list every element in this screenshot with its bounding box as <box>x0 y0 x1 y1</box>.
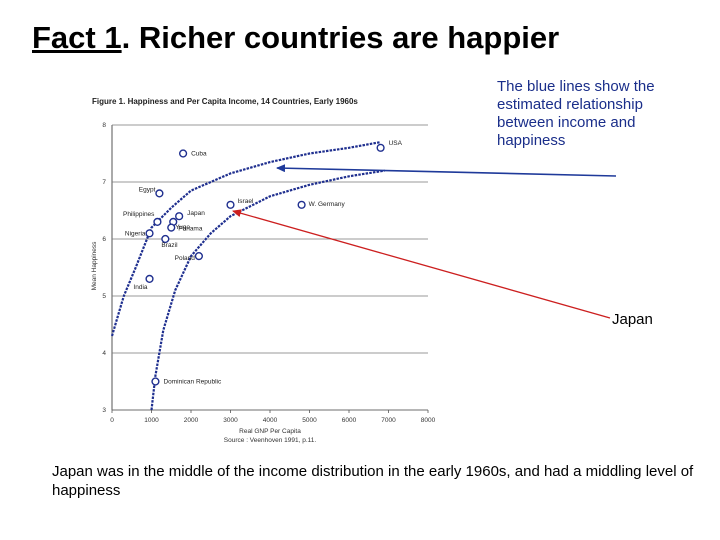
figure-title: Figure 1. Happiness and Per Capita Incom… <box>92 97 358 106</box>
x-tick-label: 7000 <box>381 417 396 424</box>
x-tick-label: 1000 <box>144 417 159 424</box>
data-point <box>167 223 176 232</box>
point-label: Japan <box>187 210 205 217</box>
slide-title: Fact 1. Richer countries are happier <box>32 20 559 56</box>
data-point <box>376 143 385 152</box>
data-point <box>226 200 235 209</box>
x-tick-label: 8000 <box>421 417 436 424</box>
fitted-curves <box>110 141 385 411</box>
point-label: W. Germany <box>309 201 346 208</box>
red-arrow <box>232 209 611 319</box>
title-prefix: Fact 1 <box>32 20 122 55</box>
y-tick-label: 6 <box>102 236 106 243</box>
point-label: Egypt <box>139 186 156 193</box>
point-label: Nigeria <box>125 230 146 237</box>
point-label: Israel <box>238 198 254 205</box>
point-label: Panama <box>178 226 203 233</box>
point-label: Philippines <box>123 211 155 218</box>
data-point <box>151 377 160 386</box>
data-point <box>175 212 184 221</box>
data-point <box>179 149 188 158</box>
data-point <box>161 234 170 244</box>
y-tick-label: 3 <box>102 407 106 414</box>
chart-source: Source : Veenhoven 1991, p.11. <box>224 437 317 444</box>
y-tick-label: 5 <box>102 293 106 300</box>
point-label: Cuba <box>191 151 207 158</box>
y-axis-label: Mean Happiness <box>91 241 98 291</box>
data-point <box>153 217 162 227</box>
blue-arrow <box>276 164 617 177</box>
data-point <box>297 200 306 209</box>
x-tick-label: 2000 <box>184 417 199 424</box>
title-rest: . Richer countries are happier <box>121 20 560 55</box>
chart-axes: 3 4 5 6 7 8 0 1000 2000 3000 4000 5000 6000 7000 8000 <box>102 122 435 424</box>
x-tick-label: 3000 <box>223 417 238 424</box>
annotation-arrows <box>232 164 617 319</box>
x-tick-label: 5000 <box>302 417 317 424</box>
x-tick-label: 4000 <box>263 417 278 424</box>
point-label: Brazil <box>161 242 178 249</box>
point-label: Yugo <box>175 224 190 231</box>
data-point <box>194 252 204 261</box>
fitted-curve <box>110 141 381 337</box>
data-points: Cuba USA Egypt Israel W. Germany Philippines J… <box>123 140 403 386</box>
fitted-curve <box>150 169 385 411</box>
data-point <box>155 189 164 198</box>
x-axis-label: Real GNP Per Capita <box>239 428 301 435</box>
x-tick-label: 6000 <box>342 417 357 424</box>
blue-lines-note: The blue lines show the estimated relati… <box>497 78 655 149</box>
japan-note: Japan <box>612 311 653 328</box>
bottom-note: Japan was in the middle of the income di… <box>52 463 694 499</box>
y-tick-label: 4 <box>102 350 106 357</box>
point-label: Poland <box>175 255 196 262</box>
point-label: India <box>133 284 147 291</box>
data-point <box>145 274 154 284</box>
point-label: Dominican Republic <box>163 379 222 386</box>
y-tick-label: 7 <box>102 179 106 186</box>
data-point <box>145 229 154 238</box>
point-label: USA <box>389 140 403 147</box>
y-tick-label: 8 <box>102 122 106 129</box>
x-tick-label: 0 <box>110 417 114 424</box>
